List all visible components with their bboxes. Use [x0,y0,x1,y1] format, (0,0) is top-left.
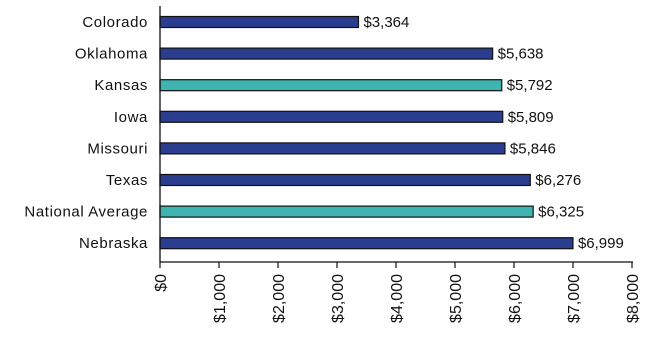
category-label: Colorado [82,14,148,31]
x-tick-label: $8,000 [625,274,642,323]
bar-national-average [159,205,534,218]
x-tick-label: $3,000 [330,274,347,323]
category-label: Oklahoma [75,46,148,63]
bar-oklahoma [159,47,494,60]
data-label: $5,638 [498,46,544,63]
category-label: Kansas [94,77,148,94]
category-label: Missouri [87,140,148,157]
data-label: $5,809 [508,109,554,126]
data-label: $6,325 [538,204,584,221]
x-tick-label: $5,000 [448,274,465,323]
category-label: Nebraska [79,235,148,252]
category-label: Texas [106,172,148,189]
bar-texas [159,173,531,187]
bar-kansas [159,79,503,92]
labels-group: Colorado $3,364 Oklahoma $5,638 Kansas $5,792… [24,14,623,252]
x-tick-label: $1,000 [212,274,229,323]
bar-missouri [159,142,506,155]
data-label: $6,999 [578,235,624,252]
data-label: $5,792 [507,77,553,94]
data-label: $5,846 [510,140,556,157]
x-tick-label: $2,000 [271,274,288,323]
bar-iowa [159,110,504,123]
bars-group [159,15,574,250]
category-label: Iowa [114,109,148,126]
x-tick-label: $4,000 [389,274,406,323]
bar-colorado [159,15,360,29]
data-label: $3,364 [363,14,409,31]
data-label: $6,276 [535,172,581,189]
x-tick-label: $6,000 [507,274,524,323]
category-label: National Average [24,204,148,221]
x-axis: $0 $1,000 $2,000 $3,000 $4,000 $5,000 $6,000 $7… [153,6,642,323]
x-tick-label: $0 [153,274,170,292]
bar-nebraska [159,237,574,250]
x-tick-label: $7,000 [566,274,583,323]
